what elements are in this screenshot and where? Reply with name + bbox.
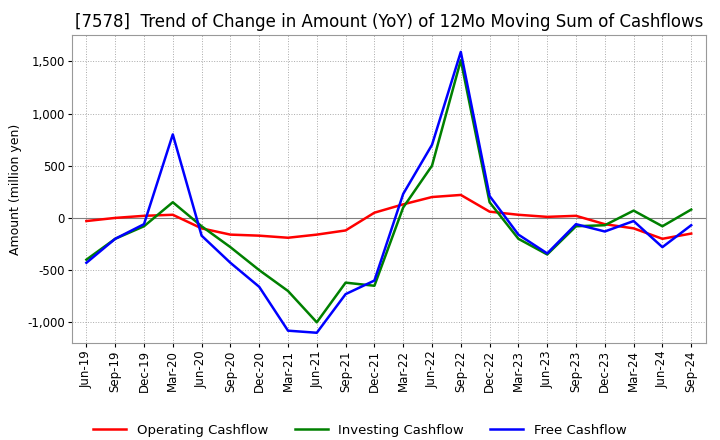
Free Cashflow [399, 191, 408, 197]
Free Cashflow [255, 284, 264, 290]
Investing Cashflow [514, 236, 523, 242]
Investing Cashflow [658, 224, 667, 229]
Title: [7578]  Trend of Change in Amount (YoY) of 12Mo Moving Sum of Cashflows: [7578] Trend of Change in Amount (YoY) o… [75, 13, 703, 31]
Investing Cashflow [456, 58, 465, 63]
Investing Cashflow [543, 252, 552, 257]
Investing Cashflow [140, 224, 148, 229]
Operating Cashflow [255, 233, 264, 238]
Operating Cashflow [485, 209, 494, 214]
Free Cashflow [370, 278, 379, 283]
Operating Cashflow [629, 226, 638, 231]
Investing Cashflow [687, 207, 696, 212]
Operating Cashflow [600, 221, 609, 227]
Line: Free Cashflow: Free Cashflow [86, 52, 691, 333]
Free Cashflow [197, 233, 206, 238]
Operating Cashflow [284, 235, 292, 240]
Operating Cashflow [514, 212, 523, 217]
Operating Cashflow [399, 202, 408, 207]
Line: Investing Cashflow: Investing Cashflow [86, 60, 691, 323]
Operating Cashflow [168, 212, 177, 217]
Legend: Operating Cashflow, Investing Cashflow, Free Cashflow: Operating Cashflow, Investing Cashflow, … [88, 418, 632, 440]
Investing Cashflow [629, 208, 638, 213]
Free Cashflow [572, 221, 580, 227]
Investing Cashflow [572, 224, 580, 229]
Free Cashflow [82, 260, 91, 265]
Operating Cashflow [543, 214, 552, 220]
Operating Cashflow [312, 232, 321, 237]
Investing Cashflow [226, 245, 235, 250]
Operating Cashflow [658, 236, 667, 242]
Free Cashflow [629, 218, 638, 224]
Free Cashflow [600, 229, 609, 234]
Investing Cashflow [284, 288, 292, 293]
Free Cashflow [226, 260, 235, 265]
Operating Cashflow [197, 226, 206, 231]
Operating Cashflow [428, 194, 436, 200]
Investing Cashflow [82, 257, 91, 262]
Operating Cashflow [226, 232, 235, 237]
Free Cashflow [140, 221, 148, 227]
Operating Cashflow [140, 213, 148, 219]
Free Cashflow [284, 328, 292, 334]
Free Cashflow [514, 232, 523, 237]
Operating Cashflow [456, 192, 465, 198]
Investing Cashflow [111, 236, 120, 242]
Operating Cashflow [82, 218, 91, 224]
Free Cashflow [428, 142, 436, 147]
Investing Cashflow [428, 163, 436, 169]
Operating Cashflow [341, 228, 350, 233]
Operating Cashflow [687, 231, 696, 236]
Free Cashflow [312, 330, 321, 335]
Investing Cashflow [399, 205, 408, 210]
Investing Cashflow [255, 268, 264, 273]
Investing Cashflow [370, 283, 379, 288]
Investing Cashflow [341, 280, 350, 285]
Operating Cashflow [572, 213, 580, 219]
Line: Operating Cashflow: Operating Cashflow [86, 195, 691, 239]
Free Cashflow [341, 291, 350, 297]
Free Cashflow [456, 49, 465, 55]
Investing Cashflow [600, 223, 609, 228]
Investing Cashflow [312, 320, 321, 325]
Free Cashflow [485, 193, 494, 198]
Free Cashflow [111, 236, 120, 242]
Free Cashflow [658, 245, 667, 250]
Free Cashflow [168, 132, 177, 137]
Y-axis label: Amount (million yen): Amount (million yen) [9, 124, 22, 255]
Investing Cashflow [197, 224, 206, 229]
Free Cashflow [687, 223, 696, 228]
Operating Cashflow [111, 215, 120, 220]
Investing Cashflow [485, 200, 494, 205]
Operating Cashflow [370, 210, 379, 215]
Investing Cashflow [168, 200, 177, 205]
Free Cashflow [543, 251, 552, 256]
